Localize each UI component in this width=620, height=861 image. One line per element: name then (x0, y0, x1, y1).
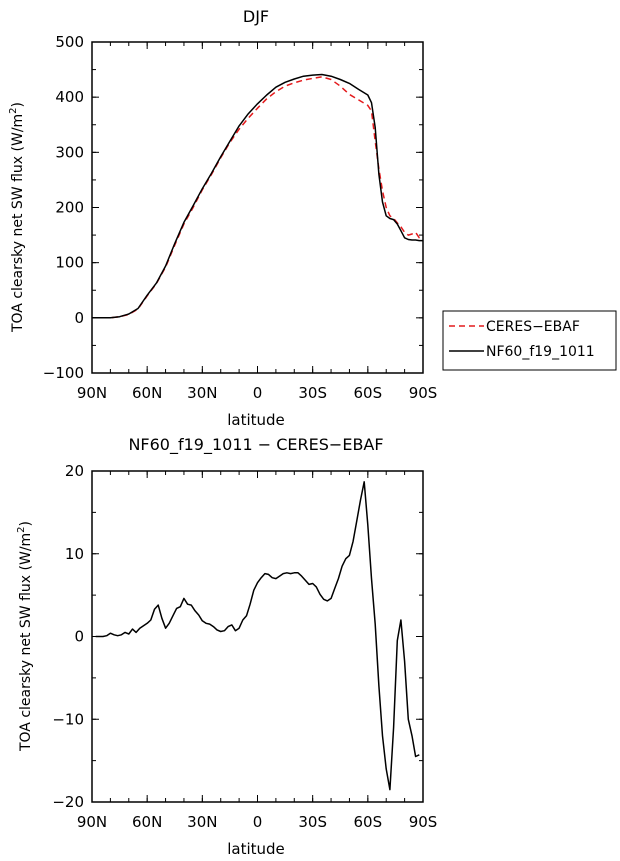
legend-label-nf60: NF60_f19_1011 (486, 344, 595, 360)
plot-frame (91, 41, 424, 374)
y-tick-label: 400 (55, 88, 84, 106)
chart-title: DJF (243, 7, 269, 26)
y-tick-label: 0 (74, 628, 84, 646)
chart-title: NF60_f19_1011 − CERES−EBAF (128, 435, 383, 455)
series-line-difference (95, 481, 420, 791)
panel-top: DJF −100 0 100 200 300 400 500 90N 60N 30N 0 30S 60… (8, 7, 617, 429)
y-axis-label-tail: ) (10, 102, 26, 107)
y-axis-label-tail: ) (18, 521, 34, 526)
series-group (92, 73, 424, 319)
x-tick-label: 30S (298, 813, 327, 831)
y-ticks: −100 0 100 200 300 400 500 (43, 33, 423, 382)
legend: CERES−EBAF NF60_f19_1011 (442, 310, 617, 371)
x-tick-label: 90N (77, 813, 107, 831)
y-tick-label: 10 (65, 545, 84, 563)
y-tick-label: 300 (55, 143, 84, 161)
y-tick-label: 200 (55, 199, 84, 217)
y-tick-label: −100 (43, 364, 84, 382)
x-ticks: 90N 60N 30N 0 30S 60S 90S (77, 471, 437, 831)
x-tick-label: 0 (253, 384, 263, 402)
x-ticks: 90N 60N 30N 0 30S 60S 90S (77, 42, 437, 402)
y-axis-label-sup: 2 (16, 526, 27, 532)
y-axis-label-main: TOA clearsky net SW flux (W/m (18, 533, 34, 752)
y-axis-label: TOA clearsky net SW flux (W/m2) (16, 521, 34, 752)
y-axis-label-sup: 2 (8, 107, 19, 113)
y-tick-label: −20 (52, 793, 84, 811)
x-tick-label: 60S (354, 813, 383, 831)
x-tick-label: 30S (298, 384, 327, 402)
y-tick-label: 0 (74, 309, 84, 327)
x-tick-label: 90N (77, 384, 107, 402)
x-axis-label: latitude (227, 411, 285, 429)
legend-label-ceres: CERES−EBAF (486, 319, 580, 335)
y-tick-label: −10 (52, 710, 84, 728)
x-tick-label: 60N (132, 813, 162, 831)
y-tick-label: 20 (65, 462, 84, 480)
series-line-nf60 (92, 73, 423, 319)
series-group (95, 481, 420, 791)
x-tick-label: 90S (409, 384, 438, 402)
x-tick-label: 60N (132, 384, 162, 402)
x-tick-label: 30N (187, 384, 217, 402)
y-axis-label: TOA clearsky net SW flux (W/m2) (8, 102, 26, 333)
x-tick-label: 0 (253, 813, 263, 831)
y-ticks: −20 −10 0 10 20 (52, 462, 423, 811)
x-tick-label: 30N (187, 813, 217, 831)
x-tick-label: 90S (409, 813, 438, 831)
y-axis-label-main: TOA clearsky net SW flux (W/m (10, 114, 26, 333)
y-tick-label: 100 (55, 254, 84, 272)
x-tick-label: 60S (354, 384, 383, 402)
plot-frame (91, 470, 424, 803)
y-tick-label: 500 (55, 33, 84, 51)
legend-box (442, 310, 617, 371)
x-axis-label: latitude (227, 840, 285, 858)
